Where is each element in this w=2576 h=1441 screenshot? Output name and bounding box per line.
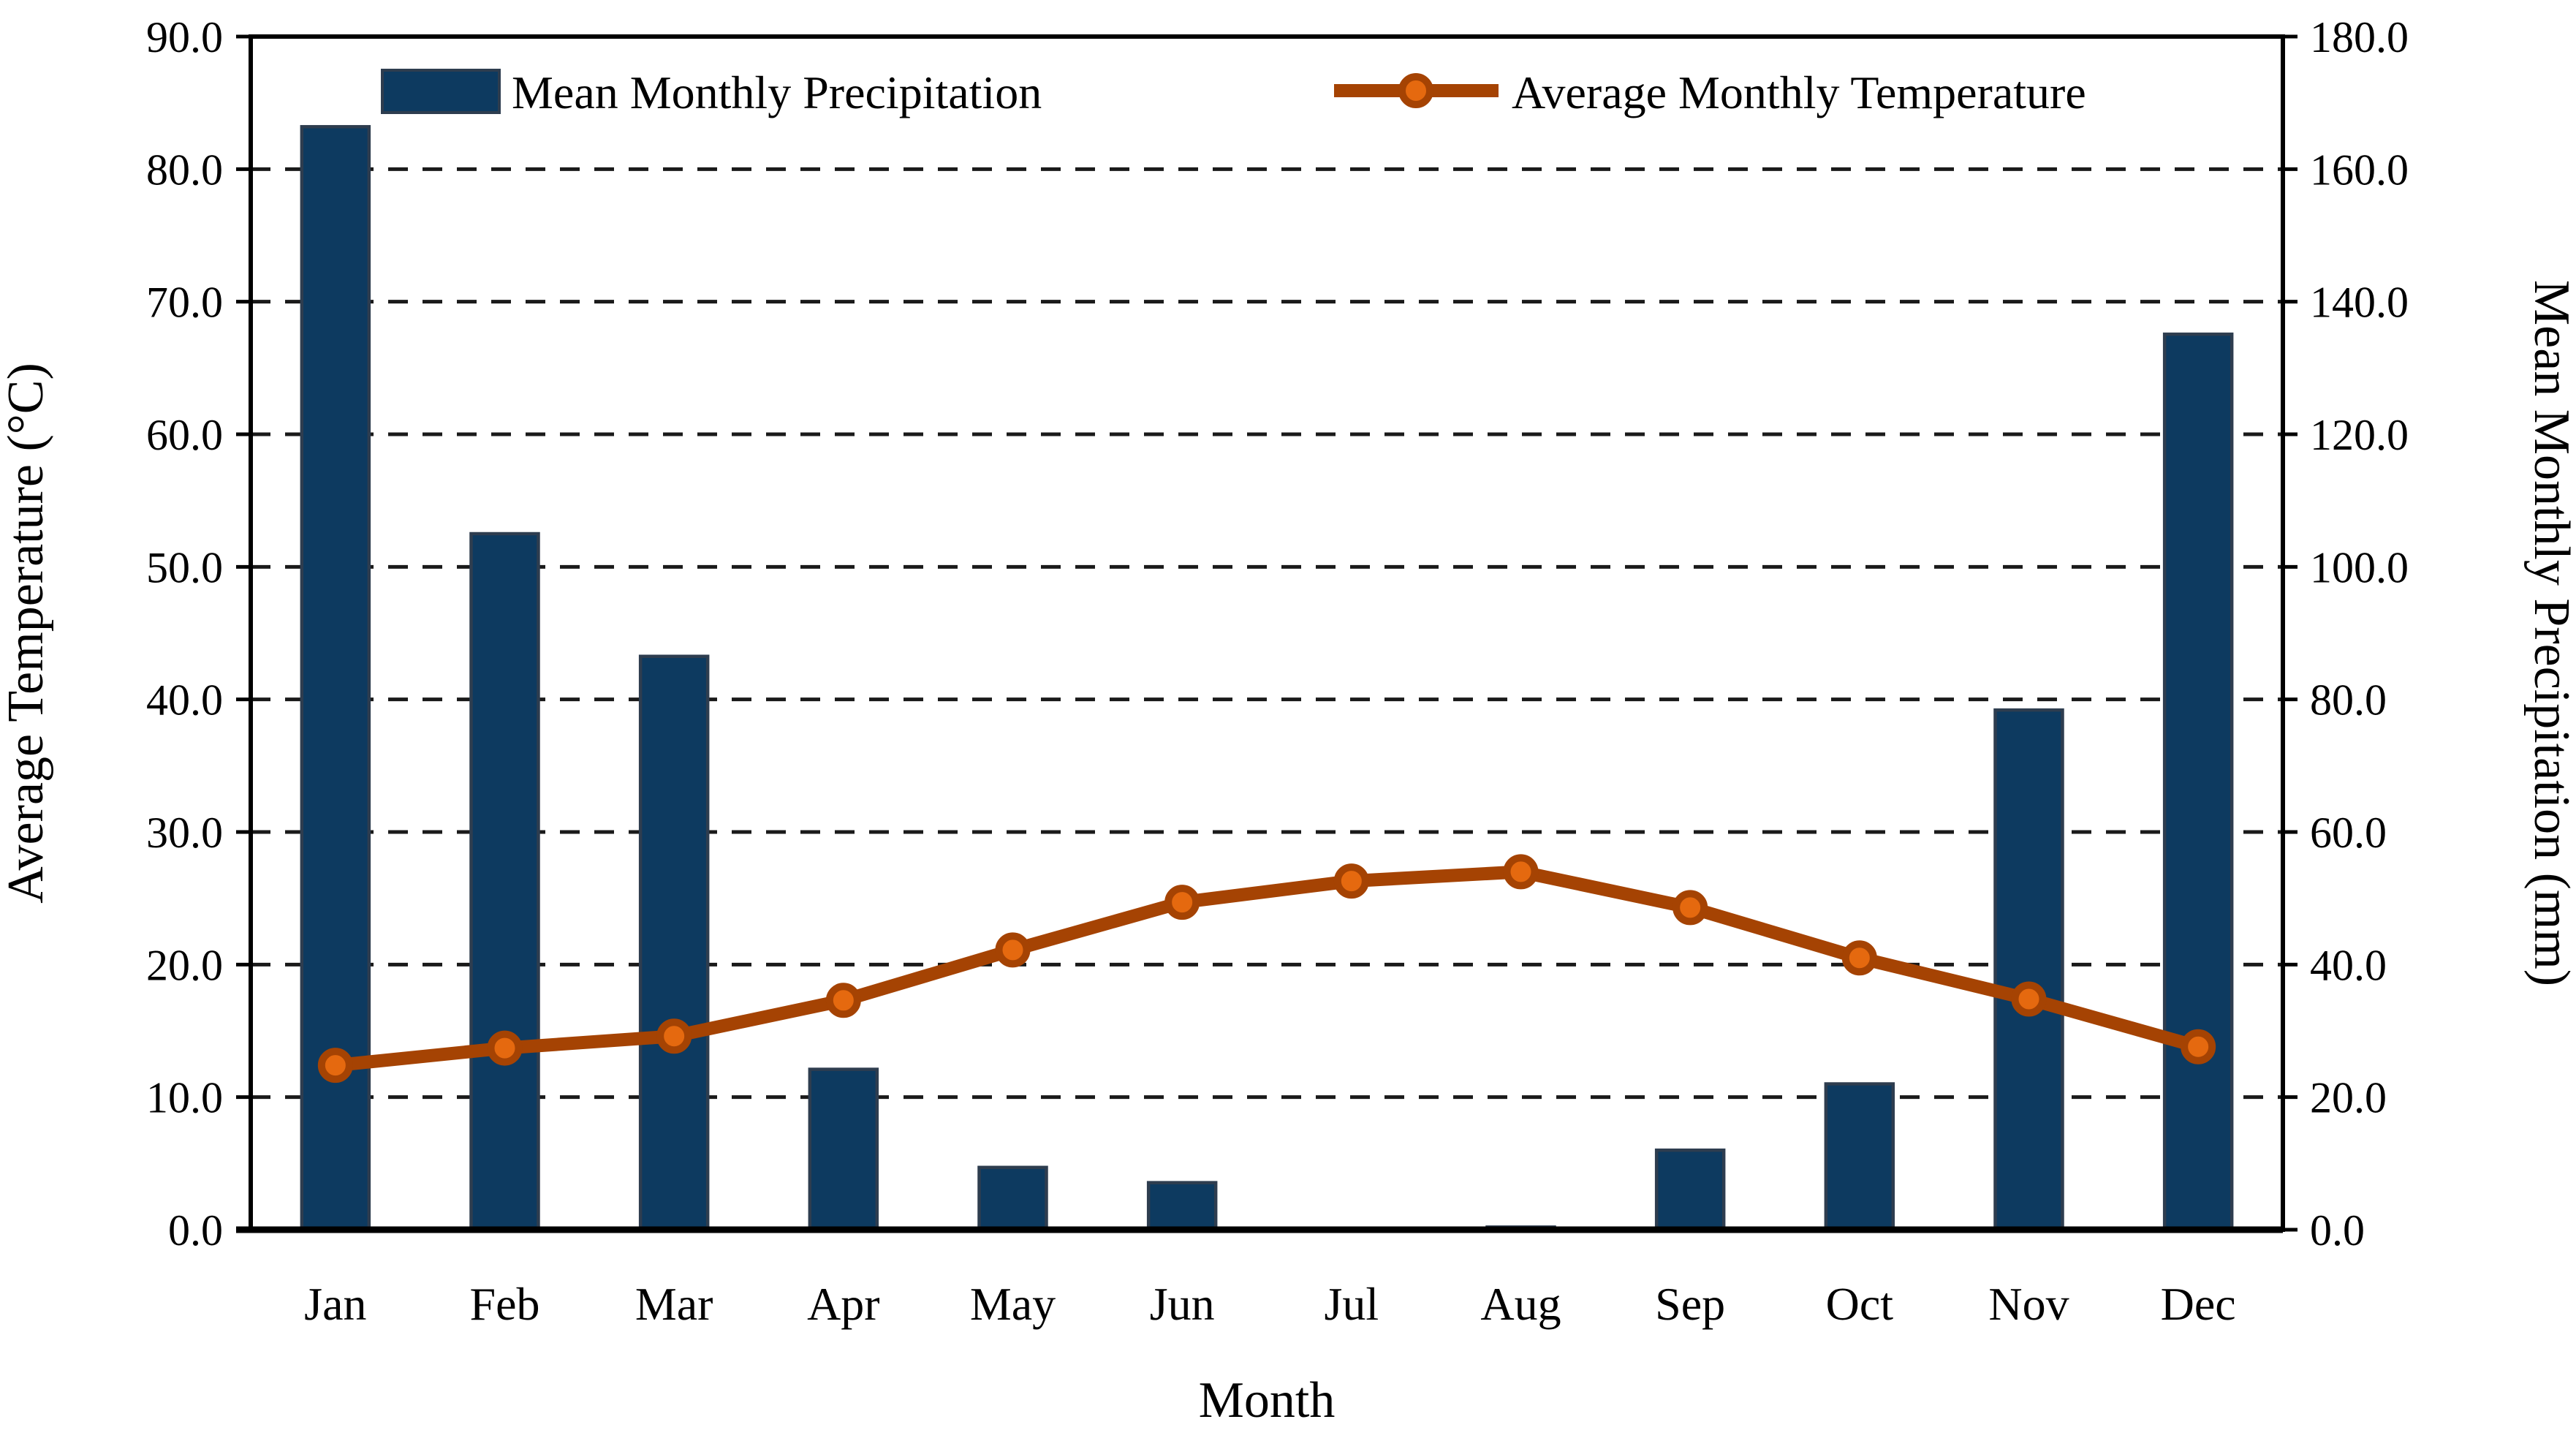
right-axis-tick-label: 40.0 bbox=[2310, 941, 2387, 989]
left-axis-tick-label: 60.0 bbox=[146, 411, 223, 459]
precipitation-legend-label: Mean Monthly Precipitation bbox=[512, 67, 1042, 118]
x-axis-tick-label-Jul: Jul bbox=[1324, 1278, 1379, 1330]
x-axis-tick-label-Sep: Sep bbox=[1655, 1278, 1725, 1330]
right-axis-tick-label: 100.0 bbox=[2310, 543, 2409, 591]
x-axis-tick-label-Jan: Jan bbox=[304, 1278, 366, 1330]
plot-frame bbox=[236, 34, 2285, 1233]
temperature-point-Nov bbox=[2011, 981, 2047, 1017]
axis-ticks bbox=[236, 34, 2297, 1232]
gridlines bbox=[251, 167, 2283, 1100]
bar-Apr bbox=[808, 1067, 879, 1232]
bar-Oct bbox=[1824, 1082, 1895, 1232]
temperature-point-Apr bbox=[825, 983, 861, 1018]
bar-May bbox=[977, 1165, 1048, 1232]
left-axis-tick-label: 10.0 bbox=[146, 1074, 223, 1122]
temperature-point-Oct bbox=[1841, 940, 1877, 976]
bar-Nov bbox=[1993, 708, 2064, 1232]
bar-Mar bbox=[638, 654, 710, 1232]
temperature-line bbox=[317, 854, 2216, 1083]
temperature-point-Jan bbox=[317, 1048, 353, 1083]
temperature-point-Sep bbox=[1672, 890, 1708, 926]
temperature-point-May bbox=[995, 932, 1031, 968]
x-axis-title: Month bbox=[1199, 1372, 1336, 1429]
temperature-polyline bbox=[328, 865, 2205, 1073]
x-axis-tick-label-Apr: Apr bbox=[807, 1278, 880, 1330]
right-axis-tick-label: 0.0 bbox=[2310, 1206, 2365, 1255]
right-axis-tick-label: 140.0 bbox=[2310, 279, 2409, 327]
temperature-point-Dec bbox=[2181, 1029, 2216, 1064]
bar-Feb bbox=[469, 532, 540, 1232]
left-axis-title: Average Temperature (°C) bbox=[0, 363, 54, 904]
left-axis-tick-label: 0.0 bbox=[168, 1206, 223, 1255]
temperature-legend-label: Average Monthly Temperature bbox=[1512, 67, 2086, 118]
left-axis-tick-label: 40.0 bbox=[146, 676, 223, 725]
x-axis-tick-label-Jun: Jun bbox=[1150, 1278, 1215, 1330]
precipitation-bars bbox=[300, 125, 2234, 1232]
right-axis-title: Mean Monthly Precipitation (mm) bbox=[2523, 280, 2576, 986]
temperature-legend-marker-icon bbox=[1398, 73, 1433, 108]
left-axis-tick-label: 80.0 bbox=[146, 145, 223, 194]
temperature-point-Jun bbox=[1164, 885, 1200, 920]
axis-tick-labels: 0.0 10.0 20.0 30.0 40.0 50.0 60.0 70.0 80.0 90.0 0… bbox=[146, 13, 2409, 1330]
right-axis-tick-label: 180.0 bbox=[2310, 13, 2409, 61]
x-axis-tick-label-Nov: Nov bbox=[1988, 1278, 2069, 1330]
x-axis-tick-label-Aug: Aug bbox=[1480, 1278, 1561, 1330]
left-axis-tick-label: 90.0 bbox=[146, 13, 223, 61]
bar-Sep bbox=[1654, 1148, 1726, 1232]
right-axis-tick-label: 120.0 bbox=[2310, 411, 2409, 459]
left-axis-tick-label: 20.0 bbox=[146, 941, 223, 989]
x-axis-tick-label-Oct: Oct bbox=[1826, 1278, 1894, 1330]
precipitation-legend-swatch-icon bbox=[381, 69, 501, 114]
right-axis-tick-label: 160.0 bbox=[2310, 145, 2409, 194]
x-axis-tick-label-May: May bbox=[970, 1278, 1056, 1330]
temperature-point-Aug bbox=[1503, 854, 1539, 890]
bar-Jun bbox=[1146, 1181, 1218, 1232]
temperature-point-Jul bbox=[1333, 863, 1369, 899]
right-axis-tick-label: 80.0 bbox=[2310, 676, 2387, 725]
left-axis-tick-label: 50.0 bbox=[146, 543, 223, 591]
left-axis-tick-label: 30.0 bbox=[146, 809, 223, 857]
temperature-point-Mar bbox=[656, 1018, 692, 1054]
temperature-point-Feb bbox=[487, 1030, 523, 1066]
left-axis-tick-label: 70.0 bbox=[146, 279, 223, 327]
bar-Dec bbox=[2162, 332, 2234, 1232]
x-axis-tick-label-Feb: Feb bbox=[470, 1278, 540, 1330]
legend: Mean Monthly Precipitation Average Month… bbox=[381, 67, 2086, 118]
x-axis-tick-label-Mar: Mar bbox=[635, 1278, 713, 1330]
bar-Jan bbox=[300, 125, 371, 1232]
x-axis-tick-label-Dec: Dec bbox=[2161, 1278, 2236, 1330]
right-axis-tick-label: 20.0 bbox=[2310, 1074, 2387, 1122]
right-axis-tick-label: 60.0 bbox=[2310, 809, 2387, 857]
